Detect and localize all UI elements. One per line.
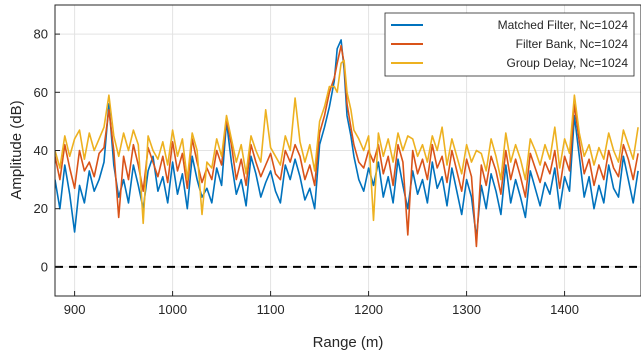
x-tick-label: 1300: [452, 302, 481, 317]
legend: Matched Filter, Nc=1024 Filter Bank, Nc=1…: [384, 12, 635, 77]
legend-label-3: Group Delay, Nc=1024: [506, 56, 628, 70]
y-axis-label: Amplitude (dB): [8, 100, 25, 199]
tick-group: 900 1000 1100 1200 1300 1400 0 20 40 60 80: [34, 27, 579, 317]
y-tick-label: 0: [41, 259, 48, 274]
y-tick-label: 60: [34, 85, 48, 100]
series-line-3: [55, 59, 639, 225]
x-tick-label: 1100: [257, 302, 285, 317]
x-tick-label: 1000: [158, 302, 187, 317]
x-tick-label: 1200: [354, 302, 383, 317]
y-tick-label: 20: [34, 201, 48, 216]
y-tick-label: 80: [34, 27, 48, 42]
x-axis-label: Range (m): [313, 334, 384, 351]
legend-label-2: Filter Bank, Nc=1024: [516, 37, 629, 51]
x-tick-label: 900: [64, 302, 86, 317]
x-tick-label: 1400: [550, 302, 579, 317]
legend-box: [384, 12, 635, 77]
y-tick-label: 40: [34, 143, 48, 158]
series-group: [55, 39, 639, 248]
legend-label-1: Matched Filter, Nc=1024: [498, 18, 629, 32]
